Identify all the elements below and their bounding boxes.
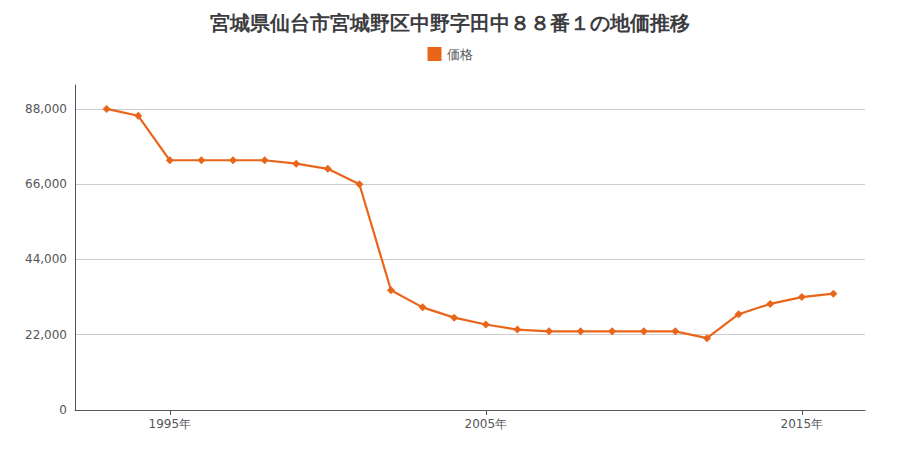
- svg-text:2015年: 2015年: [781, 417, 824, 431]
- svg-text:22,000: 22,000: [25, 328, 67, 342]
- svg-text:価格: 価格: [447, 47, 473, 62]
- svg-text:44,000: 44,000: [25, 252, 67, 266]
- svg-text:宮城県仙台市宮城野区中野字田中８８番１の地価推移: 宮城県仙台市宮城野区中野字田中８８番１の地価推移: [210, 11, 690, 35]
- svg-text:1995年: 1995年: [149, 417, 192, 431]
- svg-text:0: 0: [59, 403, 67, 417]
- svg-text:66,000: 66,000: [25, 177, 67, 191]
- svg-text:88,000: 88,000: [25, 102, 67, 116]
- svg-text:2005年: 2005年: [465, 417, 508, 431]
